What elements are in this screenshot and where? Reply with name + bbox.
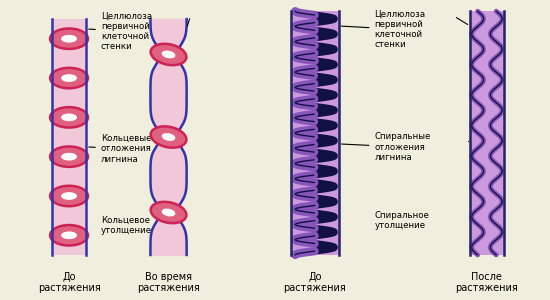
Ellipse shape <box>61 231 77 239</box>
Ellipse shape <box>50 146 88 167</box>
Text: До
растяжения: До растяжения <box>283 272 346 293</box>
Bar <box>52 19 86 255</box>
Text: Кольцевое
утолщение: Кольцевое утолщение <box>101 216 152 235</box>
Text: До
растяжения: До растяжения <box>37 272 101 293</box>
Bar <box>470 11 504 255</box>
Ellipse shape <box>50 68 88 88</box>
Ellipse shape <box>151 126 186 148</box>
Ellipse shape <box>61 153 77 160</box>
Ellipse shape <box>50 186 88 206</box>
Text: После
растяжения: После растяжения <box>455 272 518 293</box>
Text: Кольцевые
отложения
лигнина: Кольцевые отложения лигнина <box>89 134 152 164</box>
Ellipse shape <box>162 208 175 216</box>
Ellipse shape <box>50 107 88 128</box>
Ellipse shape <box>61 74 77 82</box>
Ellipse shape <box>151 202 186 223</box>
Ellipse shape <box>61 113 77 121</box>
Ellipse shape <box>151 44 186 65</box>
Text: Во время
растяжения: Во время растяжения <box>137 272 200 293</box>
Ellipse shape <box>162 50 175 59</box>
Text: Спиральное
утолщение: Спиральное утолщение <box>375 211 430 230</box>
Ellipse shape <box>50 225 88 245</box>
Ellipse shape <box>61 35 77 43</box>
Bar <box>291 11 339 255</box>
Text: Спиральные
отложения
лигнина: Спиральные отложения лигнина <box>342 132 431 162</box>
Ellipse shape <box>162 133 175 141</box>
Text: Целлюлоза
первичной
клеточной
стенки: Целлюлоза первичной клеточной стенки <box>89 11 152 51</box>
Text: Целлюлоза
первичной
клеточной
стенки: Целлюлоза первичной клеточной стенки <box>342 9 426 50</box>
Ellipse shape <box>61 192 77 200</box>
Ellipse shape <box>50 28 88 49</box>
